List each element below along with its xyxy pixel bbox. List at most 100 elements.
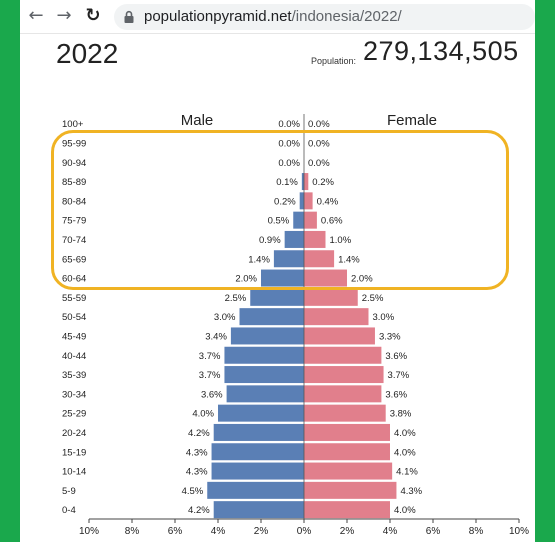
back-arrow-icon[interactable]: ← [28, 5, 44, 26]
age-group-label: 0-4 [62, 505, 76, 516]
female-value-label: 3.8% [390, 409, 412, 420]
male-value-label: 0.0% [278, 158, 300, 169]
lock-icon [124, 10, 134, 23]
female-value-label: 3.7% [388, 370, 410, 381]
male-value-label: 0.0% [278, 119, 300, 130]
age-group-label: 80-84 [62, 196, 86, 207]
female-bar [304, 385, 382, 403]
age-group-label: 20-24 [62, 428, 86, 439]
x-tick-label: 2% [254, 526, 269, 537]
female-value-label: 0.0% [308, 158, 330, 169]
female-value-label: 1.4% [338, 254, 360, 265]
female-bar [304, 366, 384, 384]
male-bar [211, 443, 304, 461]
female-bar [304, 230, 326, 248]
male-value-label: 4.0% [192, 409, 214, 420]
x-tick-label: 10% [79, 526, 99, 537]
female-bar [304, 211, 317, 229]
age-group-label: 65-69 [62, 254, 86, 265]
male-bar [230, 327, 304, 345]
male-value-label: 0.9% [259, 235, 281, 246]
age-group-label: 50-54 [62, 312, 86, 323]
age-group-label: 75-79 [62, 216, 86, 227]
x-tick-label: 4% [211, 526, 226, 537]
male-value-label: 3.7% [199, 370, 221, 381]
male-value-label: 0.0% [278, 138, 300, 149]
female-value-label: 3.0% [373, 312, 395, 323]
x-tick-label: 6% [426, 526, 441, 537]
x-tick-label: 10% [509, 526, 529, 537]
female-bar [304, 327, 375, 345]
age-group-label: 90-94 [62, 158, 86, 169]
series-label-female: Female [387, 112, 437, 129]
male-bar [284, 230, 304, 248]
female-bar [304, 481, 397, 499]
highlight-box [51, 130, 509, 290]
address-bar[interactable]: populationpyramid.net/indonesia/2022/ [114, 4, 535, 30]
male-value-label: 4.2% [188, 505, 210, 516]
x-tick-label: 8% [469, 526, 484, 537]
url-domain: populationpyramid.net [144, 8, 292, 25]
age-group-label: 15-19 [62, 447, 86, 458]
female-bar [304, 173, 309, 191]
series-label-male: Male [181, 112, 214, 129]
male-value-label: 2.0% [235, 274, 257, 285]
female-value-label: 3.6% [385, 351, 407, 362]
female-bar [304, 288, 358, 306]
female-value-label: 4.3% [400, 486, 422, 497]
male-bar [273, 250, 304, 268]
female-value-label: 1.0% [330, 235, 352, 246]
female-value-label: 2.0% [351, 274, 373, 285]
age-group-label: 100+ [62, 119, 84, 130]
male-value-label: 4.3% [186, 447, 208, 458]
male-bar [213, 501, 304, 519]
female-bar [304, 192, 313, 210]
female-bar [304, 501, 390, 519]
female-bar [304, 308, 369, 326]
female-bar [304, 269, 347, 287]
male-bar [224, 346, 304, 364]
male-bar [218, 404, 304, 422]
population-label: Population: [311, 56, 357, 66]
female-value-label: 4.0% [394, 505, 416, 516]
population-value: 279,134,505 [363, 36, 519, 66]
browser-window: ← → ↻ populationpyramid.net/indonesia/20… [20, 0, 535, 542]
male-bar [293, 211, 304, 229]
female-bar [304, 423, 390, 441]
female-bar [304, 250, 335, 268]
male-bar [213, 423, 304, 441]
male-bar [211, 462, 304, 480]
male-value-label: 2.5% [225, 293, 247, 304]
x-tick-label: 6% [168, 526, 183, 537]
age-group-label: 10-14 [62, 467, 86, 478]
x-tick-label: 0% [297, 526, 312, 537]
male-value-label: 0.2% [274, 196, 296, 207]
female-bar [304, 404, 386, 422]
age-group-label: 85-89 [62, 177, 86, 188]
male-bar [299, 192, 304, 210]
male-bar [261, 269, 304, 287]
x-tick-label: 4% [383, 526, 398, 537]
female-value-label: 4.1% [396, 467, 418, 478]
year-heading: 2022 [56, 38, 119, 69]
age-group-label: 55-59 [62, 293, 86, 304]
female-bar [304, 443, 390, 461]
x-tick-label: 8% [125, 526, 140, 537]
female-value-label: 4.0% [394, 428, 416, 439]
male-bar [239, 308, 304, 326]
forward-arrow-icon[interactable]: → [56, 5, 72, 26]
female-value-label: 0.4% [317, 196, 339, 207]
reload-icon[interactable]: ↻ [85, 5, 101, 26]
male-value-label: 4.3% [186, 467, 208, 478]
x-tick-label: 2% [340, 526, 355, 537]
male-bar [224, 366, 304, 384]
male-value-label: 4.2% [188, 428, 210, 439]
female-value-label: 3.3% [379, 331, 401, 342]
female-bar [304, 346, 382, 364]
age-group-label: 30-34 [62, 389, 86, 400]
male-value-label: 3.6% [201, 389, 223, 400]
female-value-label: 4.0% [394, 447, 416, 458]
male-value-label: 3.7% [199, 351, 221, 362]
age-group-label: 70-74 [62, 235, 86, 246]
age-group-label: 95-99 [62, 138, 86, 149]
